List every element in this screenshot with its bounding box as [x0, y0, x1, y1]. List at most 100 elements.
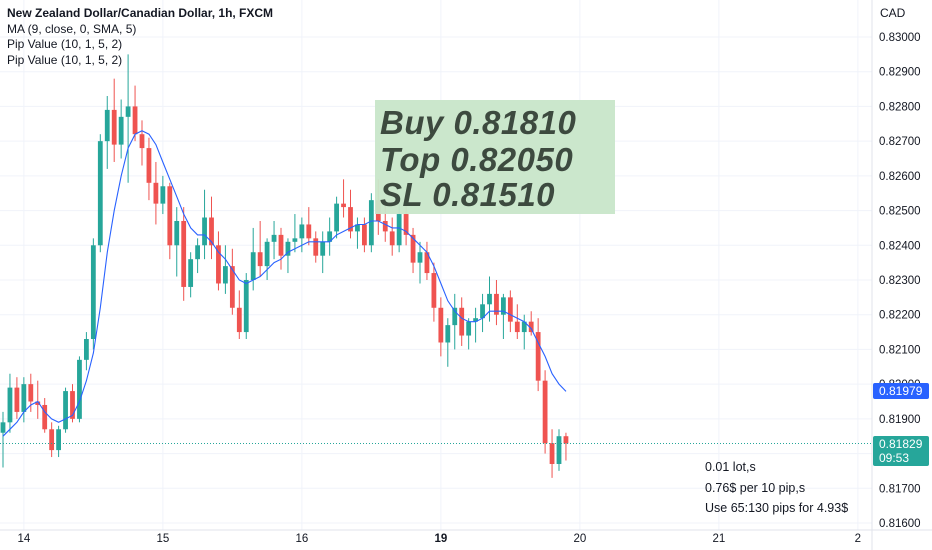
indicator-pip-value-2[interactable]: Pip Value (10, 1, 5, 2) — [7, 52, 123, 67]
chart-legend: New Zealand Dollar/Canadian Dollar, 1h, … — [7, 6, 273, 68]
price-tick-label: 0.81600 — [879, 518, 921, 530]
candle — [77, 356, 82, 423]
candle-body — [77, 359, 82, 419]
candle — [480, 293, 485, 333]
candle-body — [521, 321, 527, 333]
candle — [229, 248, 235, 315]
candle — [216, 231, 221, 291]
candle-body — [160, 186, 166, 204]
candle — [14, 377, 20, 419]
indicator-ma[interactable]: MA (9, close, 0, SMA, 5) — [7, 21, 137, 36]
candle-body — [278, 234, 284, 256]
candle-body — [528, 321, 534, 333]
candle-body — [445, 325, 451, 343]
time-tick-label: 20 — [573, 533, 586, 545]
candle-body — [382, 220, 388, 232]
annotation-top: Top 0.82050 — [380, 141, 574, 178]
candle — [327, 217, 333, 256]
candle — [132, 85, 138, 142]
candle — [104, 96, 110, 169]
candle — [528, 311, 534, 336]
candle-body — [250, 252, 256, 280]
candle — [556, 429, 562, 471]
candle-body — [271, 234, 277, 242]
last-price-value: 0.81829 — [879, 436, 923, 451]
candle-body — [216, 245, 221, 284]
candle — [445, 318, 451, 367]
candle-body — [542, 380, 548, 444]
candle — [417, 241, 423, 284]
time-tick-label: 19 — [434, 533, 447, 545]
candle-body — [410, 234, 416, 263]
candle-body — [90, 245, 96, 340]
candle-body — [111, 109, 117, 145]
time-tick-label: 16 — [295, 533, 308, 545]
candle-body — [417, 252, 423, 263]
candle — [97, 134, 103, 253]
candle — [459, 297, 465, 346]
candle-body — [563, 436, 569, 444]
candle — [348, 189, 353, 239]
candle-body — [42, 404, 48, 430]
candle-body — [7, 387, 13, 423]
candle — [160, 175, 166, 215]
candle-body — [487, 293, 492, 305]
time-tick-label: 15 — [156, 533, 169, 545]
candle — [125, 54, 131, 183]
candle-body — [118, 116, 124, 145]
candle-body — [556, 436, 562, 464]
candle — [21, 377, 27, 423]
ma-line — [2, 130, 567, 437]
candle-body — [84, 339, 89, 360]
candle — [563, 432, 569, 461]
candle — [306, 207, 312, 246]
price-tick-label: 0.82400 — [879, 240, 921, 252]
candle — [292, 214, 298, 253]
candle-body — [501, 297, 506, 315]
candle — [118, 99, 124, 159]
candle-body — [14, 387, 20, 412]
candle — [389, 217, 395, 256]
ma-price-tag: 0.81979 — [873, 383, 929, 400]
candle — [341, 179, 346, 218]
candle-body — [209, 217, 214, 246]
candle-body — [223, 266, 228, 284]
candle — [49, 422, 55, 458]
price-tick-label: 0.82100 — [879, 344, 921, 356]
candle-body — [355, 224, 360, 232]
candle — [355, 217, 360, 249]
candle-body — [56, 429, 61, 451]
info-lot: 0.01 lot,s — [705, 460, 756, 474]
annotation-box[interactable] — [375, 100, 615, 214]
candle — [501, 293, 506, 340]
candle — [202, 189, 207, 260]
candle-body — [125, 106, 131, 117]
candle-body — [195, 245, 200, 260]
price-tick-label: 0.82900 — [879, 67, 921, 79]
candle — [139, 120, 145, 166]
candle-body — [97, 141, 103, 246]
symbol-title: New Zealand Dollar/Canadian Dollar, 1h, … — [7, 6, 274, 20]
candle — [35, 380, 41, 419]
candle-body — [264, 241, 270, 267]
candle — [334, 196, 339, 239]
candle — [542, 370, 548, 454]
candle-body — [236, 307, 242, 333]
candle-body — [299, 224, 305, 239]
time-tick-label: 14 — [17, 533, 30, 545]
candle-body — [35, 401, 41, 405]
currency-label: CAD — [880, 6, 906, 20]
candle-body — [327, 231, 333, 242]
grid-lines — [0, 0, 872, 530]
candle-body — [389, 231, 395, 246]
candle-body — [320, 241, 326, 256]
candle — [0, 411, 6, 468]
candle — [494, 280, 499, 326]
price-axis: 0.816000.817000.818000.819000.820000.821… — [871, 0, 921, 550]
candle — [188, 252, 194, 298]
candle-body — [313, 238, 319, 256]
candle — [514, 304, 520, 340]
bar-countdown: 09:53 — [879, 450, 910, 465]
indicator-pip-value-1[interactable]: Pip Value (10, 1, 5, 2) — [7, 37, 123, 51]
